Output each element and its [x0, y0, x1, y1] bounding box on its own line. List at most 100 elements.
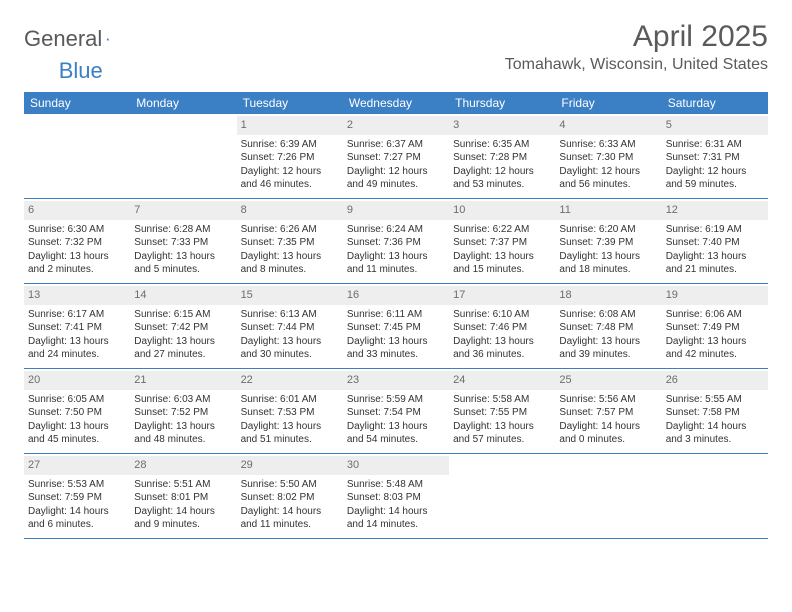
sail-icon	[106, 29, 110, 49]
day-daylight1: Daylight: 14 hours	[559, 420, 657, 434]
day-number: 22	[237, 371, 343, 390]
day-daylight1: Daylight: 13 hours	[453, 420, 551, 434]
day-daylight1: Daylight: 12 hours	[241, 165, 339, 179]
day-number: 1	[237, 116, 343, 135]
day-sunrise: Sunrise: 6:06 AM	[666, 308, 764, 322]
day-cell: 26Sunrise: 5:55 AMSunset: 7:58 PMDayligh…	[662, 369, 768, 453]
day-sunrise: Sunrise: 6:10 AM	[453, 308, 551, 322]
day-daylight2: and 39 minutes.	[559, 348, 657, 362]
day-cell	[130, 114, 236, 198]
day-sunrise: Sunrise: 6:24 AM	[347, 223, 445, 237]
day-number: 8	[237, 201, 343, 220]
day-number: 30	[343, 456, 449, 475]
day-sunset: Sunset: 7:49 PM	[666, 321, 764, 335]
day-number: 15	[237, 286, 343, 305]
day-daylight2: and 45 minutes.	[28, 433, 126, 447]
day-sunset: Sunset: 8:02 PM	[241, 491, 339, 505]
day-sunrise: Sunrise: 6:19 AM	[666, 223, 764, 237]
day-cell	[662, 454, 768, 538]
day-daylight1: Daylight: 14 hours	[134, 505, 232, 519]
day-sunrise: Sunrise: 6:30 AM	[28, 223, 126, 237]
day-cell: 14Sunrise: 6:15 AMSunset: 7:42 PMDayligh…	[130, 284, 236, 368]
day-daylight2: and 9 minutes.	[134, 518, 232, 532]
day-sunset: Sunset: 7:36 PM	[347, 236, 445, 250]
day-number: 27	[24, 456, 130, 475]
day-cell: 28Sunrise: 5:51 AMSunset: 8:01 PMDayligh…	[130, 454, 236, 538]
day-sunset: Sunset: 7:40 PM	[666, 236, 764, 250]
day-daylight2: and 53 minutes.	[453, 178, 551, 192]
day-number: 14	[130, 286, 236, 305]
brand-logo: General	[24, 20, 130, 52]
weekday-wednesday: Wednesday	[343, 96, 449, 110]
day-daylight2: and 51 minutes.	[241, 433, 339, 447]
day-daylight2: and 42 minutes.	[666, 348, 764, 362]
day-cell: 8Sunrise: 6:26 AMSunset: 7:35 PMDaylight…	[237, 199, 343, 283]
calendar-grid: Sunday Monday Tuesday Wednesday Thursday…	[24, 92, 768, 539]
day-daylight2: and 59 minutes.	[666, 178, 764, 192]
weekday-sunday: Sunday	[24, 96, 130, 110]
weekday-tuesday: Tuesday	[237, 96, 343, 110]
day-sunset: Sunset: 7:46 PM	[453, 321, 551, 335]
day-cell: 20Sunrise: 6:05 AMSunset: 7:50 PMDayligh…	[24, 369, 130, 453]
day-number: 25	[555, 371, 661, 390]
day-number: 26	[662, 371, 768, 390]
day-cell: 9Sunrise: 6:24 AMSunset: 7:36 PMDaylight…	[343, 199, 449, 283]
weekday-friday: Friday	[555, 96, 661, 110]
day-sunrise: Sunrise: 6:03 AM	[134, 393, 232, 407]
day-cell: 5Sunrise: 6:31 AMSunset: 7:31 PMDaylight…	[662, 114, 768, 198]
day-cell: 6Sunrise: 6:30 AMSunset: 7:32 PMDaylight…	[24, 199, 130, 283]
week-row: 13Sunrise: 6:17 AMSunset: 7:41 PMDayligh…	[24, 284, 768, 369]
day-sunset: Sunset: 7:42 PM	[134, 321, 232, 335]
day-number: 13	[24, 286, 130, 305]
day-sunset: Sunset: 7:33 PM	[134, 236, 232, 250]
day-number: 23	[343, 371, 449, 390]
day-daylight1: Daylight: 13 hours	[559, 250, 657, 264]
day-daylight1: Daylight: 13 hours	[666, 335, 764, 349]
day-cell: 3Sunrise: 6:35 AMSunset: 7:28 PMDaylight…	[449, 114, 555, 198]
day-daylight1: Daylight: 14 hours	[241, 505, 339, 519]
day-sunset: Sunset: 7:58 PM	[666, 406, 764, 420]
day-cell: 25Sunrise: 5:56 AMSunset: 7:57 PMDayligh…	[555, 369, 661, 453]
day-cell: 21Sunrise: 6:03 AMSunset: 7:52 PMDayligh…	[130, 369, 236, 453]
day-sunrise: Sunrise: 5:59 AM	[347, 393, 445, 407]
day-daylight1: Daylight: 12 hours	[347, 165, 445, 179]
week-row: 27Sunrise: 5:53 AMSunset: 7:59 PMDayligh…	[24, 454, 768, 539]
day-daylight1: Daylight: 14 hours	[28, 505, 126, 519]
day-sunset: Sunset: 7:28 PM	[453, 151, 551, 165]
day-daylight2: and 11 minutes.	[347, 263, 445, 277]
day-cell: 13Sunrise: 6:17 AMSunset: 7:41 PMDayligh…	[24, 284, 130, 368]
day-sunrise: Sunrise: 6:13 AM	[241, 308, 339, 322]
day-number: 24	[449, 371, 555, 390]
day-daylight2: and 15 minutes.	[453, 263, 551, 277]
day-sunset: Sunset: 7:52 PM	[134, 406, 232, 420]
day-sunset: Sunset: 7:30 PM	[559, 151, 657, 165]
day-number: 28	[130, 456, 236, 475]
day-daylight1: Daylight: 13 hours	[453, 250, 551, 264]
day-daylight1: Daylight: 13 hours	[28, 420, 126, 434]
day-sunrise: Sunrise: 6:05 AM	[28, 393, 126, 407]
day-daylight2: and 27 minutes.	[134, 348, 232, 362]
day-daylight1: Daylight: 14 hours	[347, 505, 445, 519]
day-sunrise: Sunrise: 6:08 AM	[559, 308, 657, 322]
day-cell: 23Sunrise: 5:59 AMSunset: 7:54 PMDayligh…	[343, 369, 449, 453]
day-daylight1: Daylight: 13 hours	[559, 335, 657, 349]
weekday-header-row: Sunday Monday Tuesday Wednesday Thursday…	[24, 92, 768, 114]
day-daylight2: and 2 minutes.	[28, 263, 126, 277]
day-cell: 27Sunrise: 5:53 AMSunset: 7:59 PMDayligh…	[24, 454, 130, 538]
day-cell: 24Sunrise: 5:58 AMSunset: 7:55 PMDayligh…	[449, 369, 555, 453]
day-sunrise: Sunrise: 6:26 AM	[241, 223, 339, 237]
day-sunrise: Sunrise: 6:22 AM	[453, 223, 551, 237]
day-cell: 22Sunrise: 6:01 AMSunset: 7:53 PMDayligh…	[237, 369, 343, 453]
day-cell: 11Sunrise: 6:20 AMSunset: 7:39 PMDayligh…	[555, 199, 661, 283]
week-row: 20Sunrise: 6:05 AMSunset: 7:50 PMDayligh…	[24, 369, 768, 454]
day-sunset: Sunset: 7:50 PM	[28, 406, 126, 420]
day-daylight2: and 30 minutes.	[241, 348, 339, 362]
day-number: 5	[662, 116, 768, 135]
weeks-container: 1Sunrise: 6:39 AMSunset: 7:26 PMDaylight…	[24, 114, 768, 539]
day-cell: 18Sunrise: 6:08 AMSunset: 7:48 PMDayligh…	[555, 284, 661, 368]
day-sunset: Sunset: 8:03 PM	[347, 491, 445, 505]
day-number: 7	[130, 201, 236, 220]
day-cell: 4Sunrise: 6:33 AMSunset: 7:30 PMDaylight…	[555, 114, 661, 198]
day-cell: 29Sunrise: 5:50 AMSunset: 8:02 PMDayligh…	[237, 454, 343, 538]
day-number: 11	[555, 201, 661, 220]
